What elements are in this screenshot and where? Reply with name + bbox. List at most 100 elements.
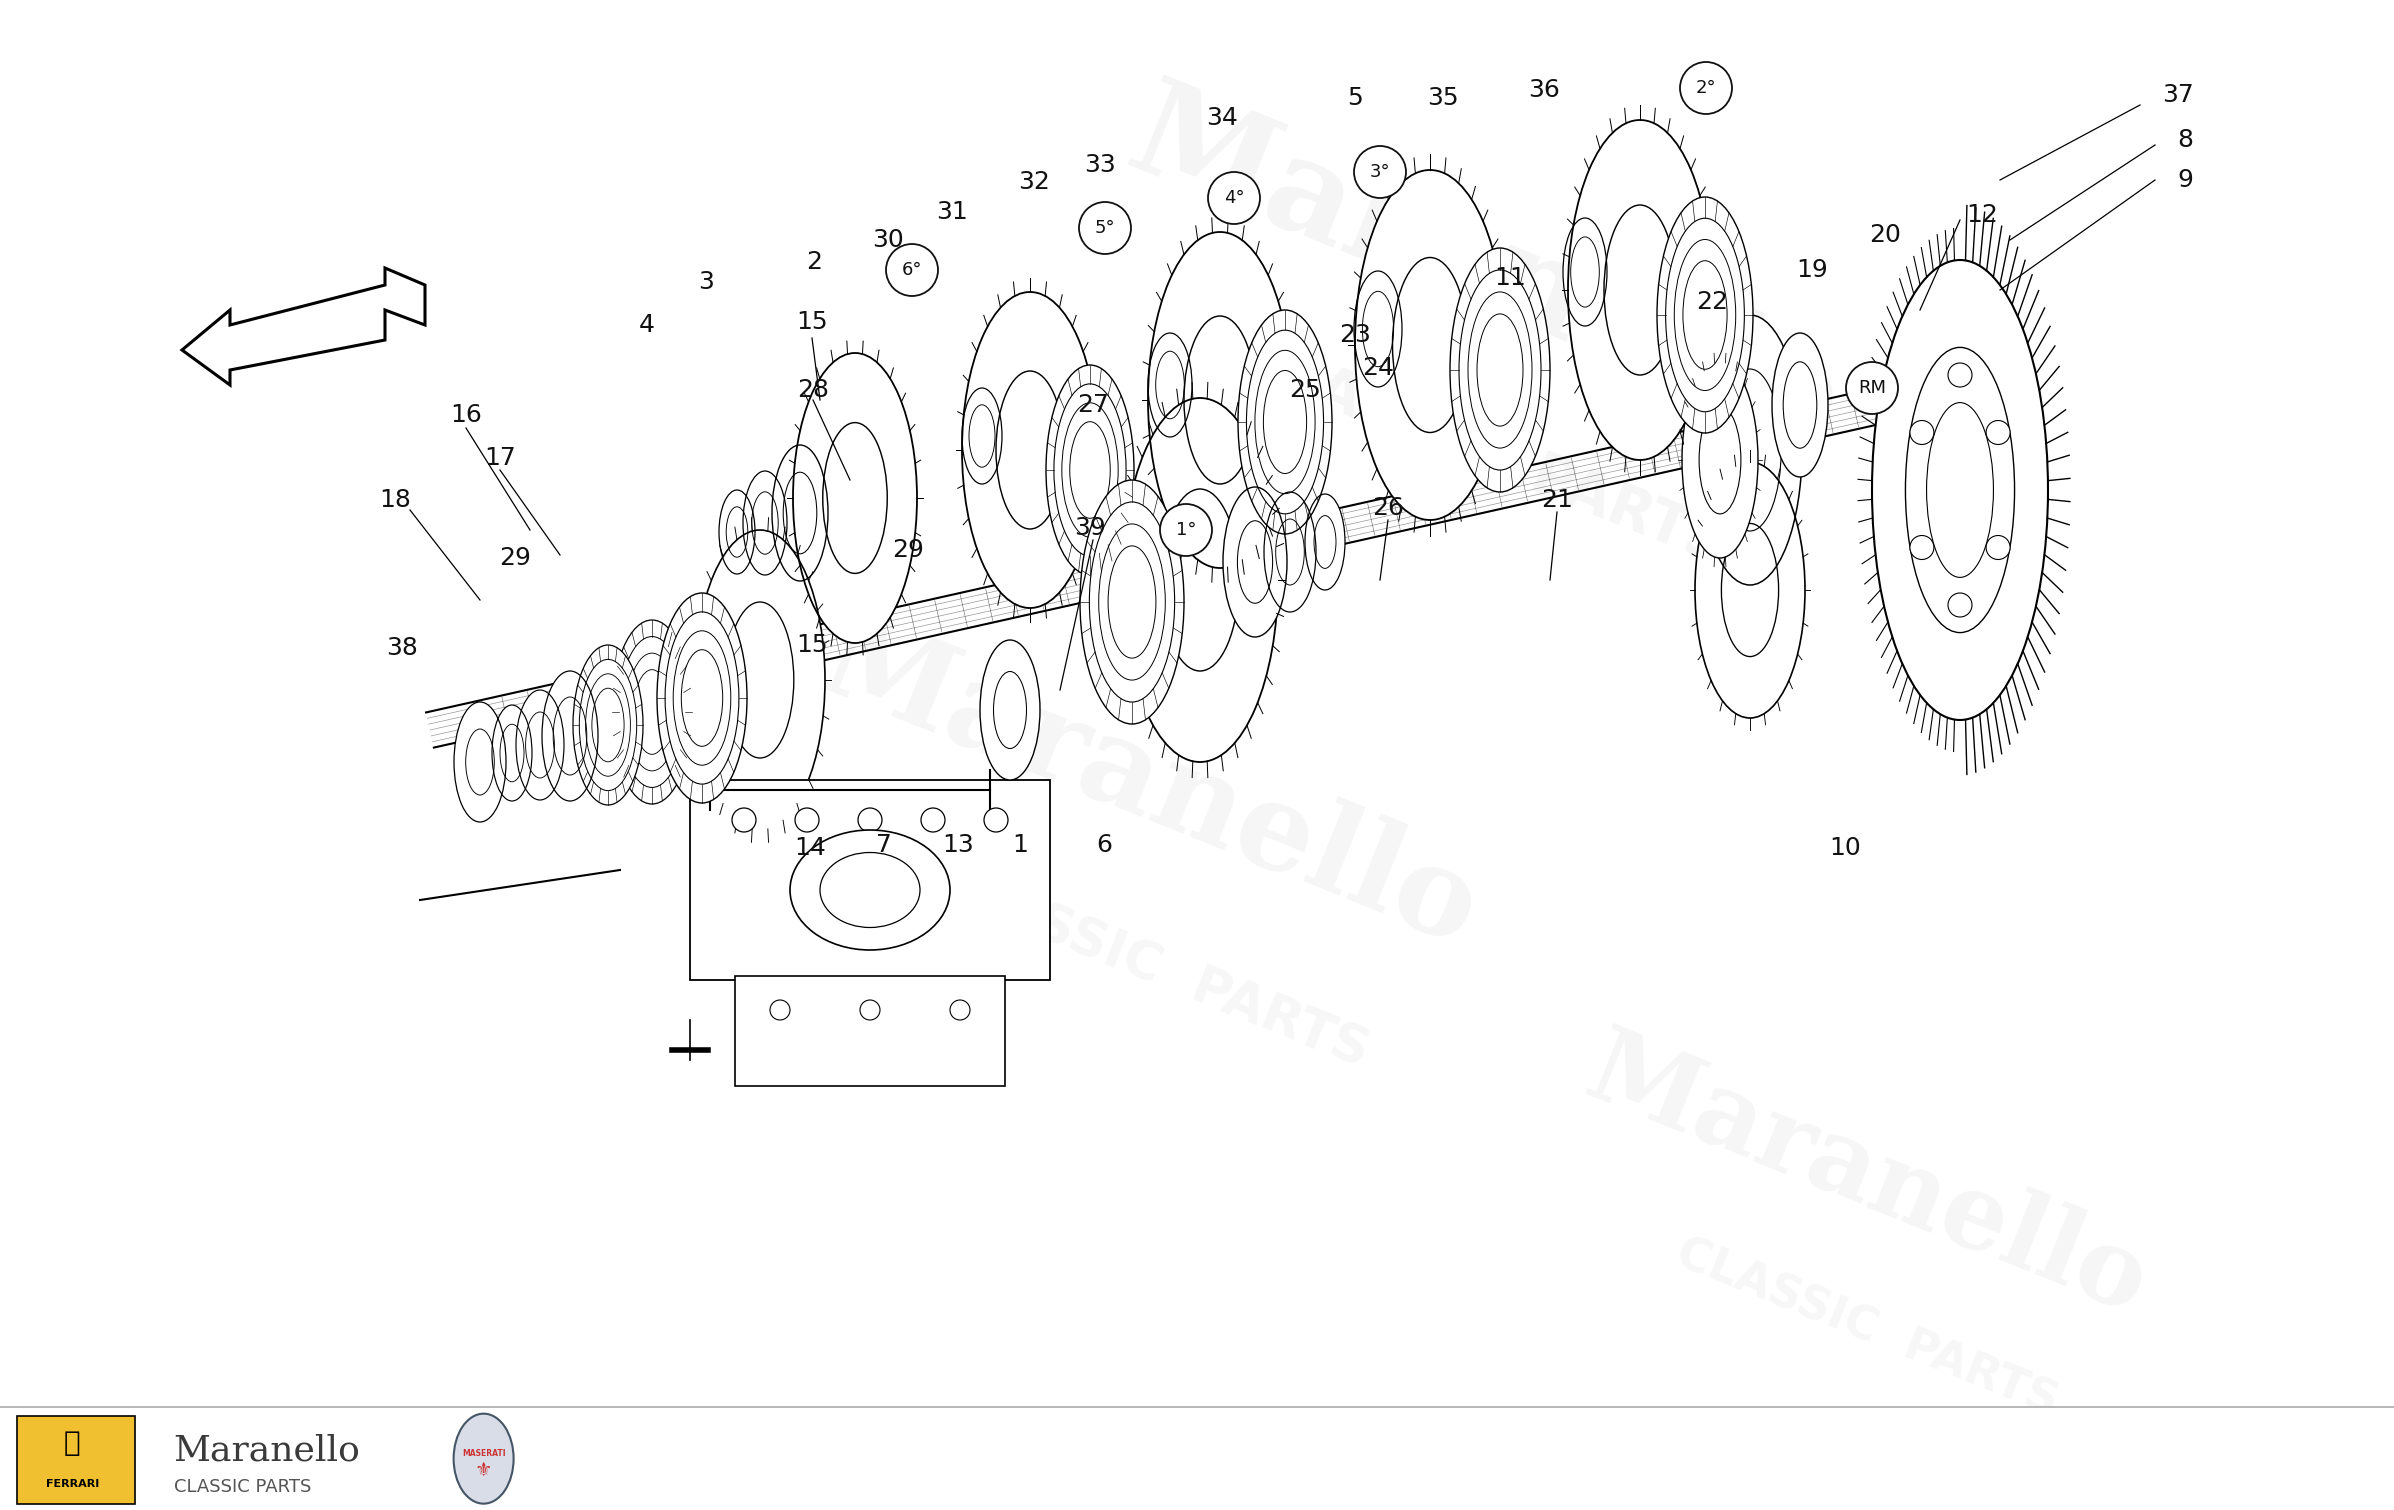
Ellipse shape xyxy=(1070,421,1111,518)
Circle shape xyxy=(984,808,1008,832)
FancyBboxPatch shape xyxy=(735,975,1005,1086)
Bar xyxy=(17,1415,134,1504)
Text: 6: 6 xyxy=(1096,834,1111,858)
Text: 10: 10 xyxy=(1829,837,1860,861)
Ellipse shape xyxy=(742,471,788,575)
Circle shape xyxy=(1910,420,1934,444)
Text: 12: 12 xyxy=(1965,202,1999,226)
Text: 14: 14 xyxy=(795,837,826,861)
Polygon shape xyxy=(182,267,426,385)
Ellipse shape xyxy=(517,690,565,800)
Text: 23: 23 xyxy=(1338,323,1372,347)
Ellipse shape xyxy=(579,660,637,791)
Ellipse shape xyxy=(792,353,917,643)
Ellipse shape xyxy=(493,705,531,800)
Circle shape xyxy=(886,245,938,296)
Circle shape xyxy=(1949,362,1973,387)
Text: 16: 16 xyxy=(450,403,481,427)
Ellipse shape xyxy=(1247,331,1324,513)
Ellipse shape xyxy=(1683,362,1757,559)
Text: 31: 31 xyxy=(936,199,967,223)
Text: 39: 39 xyxy=(1075,516,1106,541)
Ellipse shape xyxy=(694,530,826,831)
Text: 2: 2 xyxy=(807,251,821,273)
Ellipse shape xyxy=(1238,310,1331,535)
Ellipse shape xyxy=(1046,365,1135,575)
Ellipse shape xyxy=(541,670,598,800)
Ellipse shape xyxy=(455,702,505,821)
Text: 5: 5 xyxy=(1348,86,1362,110)
Circle shape xyxy=(1681,62,1731,113)
Circle shape xyxy=(857,808,881,832)
Text: 13: 13 xyxy=(943,834,974,858)
Ellipse shape xyxy=(673,631,730,766)
Text: RM: RM xyxy=(1858,379,1886,397)
Ellipse shape xyxy=(1355,270,1403,387)
Circle shape xyxy=(1355,146,1405,198)
Text: 9: 9 xyxy=(2176,168,2193,192)
Ellipse shape xyxy=(1695,462,1805,717)
Text: 3°: 3° xyxy=(1369,163,1391,181)
Text: 26: 26 xyxy=(1372,495,1403,519)
Ellipse shape xyxy=(1458,270,1542,470)
Ellipse shape xyxy=(1149,334,1192,436)
Text: CLASSIC PARTS: CLASSIC PARTS xyxy=(175,1478,311,1496)
Text: 24: 24 xyxy=(1362,356,1393,381)
Ellipse shape xyxy=(979,640,1039,781)
Text: CLASSIC  PARTS: CLASSIC PARTS xyxy=(922,855,1377,1078)
Text: 4°: 4° xyxy=(1223,189,1245,207)
Text: 33: 33 xyxy=(1084,153,1116,177)
Ellipse shape xyxy=(620,637,685,787)
Circle shape xyxy=(859,1000,881,1019)
Ellipse shape xyxy=(718,491,754,574)
Text: 29: 29 xyxy=(893,538,924,562)
Text: 19: 19 xyxy=(1796,258,1829,282)
Circle shape xyxy=(771,1000,790,1019)
Text: 37: 37 xyxy=(2162,83,2193,107)
Circle shape xyxy=(1910,536,1934,560)
Ellipse shape xyxy=(587,673,630,776)
Text: CLASSIC  PARTS: CLASSIC PARTS xyxy=(1671,1232,2064,1425)
Ellipse shape xyxy=(1683,261,1726,370)
Text: 7: 7 xyxy=(876,834,893,858)
Circle shape xyxy=(1846,362,1898,414)
Text: Maranello: Maranello xyxy=(1573,1019,2162,1336)
Circle shape xyxy=(1987,536,2011,560)
Text: 25: 25 xyxy=(1288,378,1321,402)
Ellipse shape xyxy=(1657,196,1752,433)
Ellipse shape xyxy=(1053,384,1125,556)
Ellipse shape xyxy=(1264,492,1317,612)
Circle shape xyxy=(1080,202,1130,254)
Circle shape xyxy=(795,808,819,832)
Ellipse shape xyxy=(1772,334,1829,477)
Circle shape xyxy=(1161,504,1211,556)
Ellipse shape xyxy=(452,1413,515,1504)
Ellipse shape xyxy=(1123,399,1278,763)
Ellipse shape xyxy=(627,654,678,772)
Circle shape xyxy=(950,1000,970,1019)
Ellipse shape xyxy=(1673,240,1736,391)
Ellipse shape xyxy=(1089,501,1175,702)
Circle shape xyxy=(1987,420,2011,444)
Text: 34: 34 xyxy=(1207,106,1238,130)
Text: 1°: 1° xyxy=(1175,521,1197,539)
Text: Maranello: Maranello xyxy=(175,1433,361,1468)
Text: 18: 18 xyxy=(378,488,412,512)
Ellipse shape xyxy=(1568,119,1712,461)
Text: 32: 32 xyxy=(1017,171,1051,193)
Ellipse shape xyxy=(790,831,950,950)
Ellipse shape xyxy=(1872,260,2047,720)
Text: 1: 1 xyxy=(1013,834,1027,858)
Text: 20: 20 xyxy=(1870,223,1901,248)
Circle shape xyxy=(1949,593,1973,618)
Bar xyxy=(0,1407,2394,1510)
Text: 🐎: 🐎 xyxy=(65,1430,81,1457)
Ellipse shape xyxy=(1563,217,1606,326)
Text: 21: 21 xyxy=(1542,488,1573,512)
Ellipse shape xyxy=(1355,171,1506,519)
Text: 27: 27 xyxy=(1077,393,1108,417)
Text: 29: 29 xyxy=(498,547,531,569)
Ellipse shape xyxy=(1080,480,1185,723)
Text: 8: 8 xyxy=(2176,128,2193,153)
Ellipse shape xyxy=(1223,488,1288,637)
